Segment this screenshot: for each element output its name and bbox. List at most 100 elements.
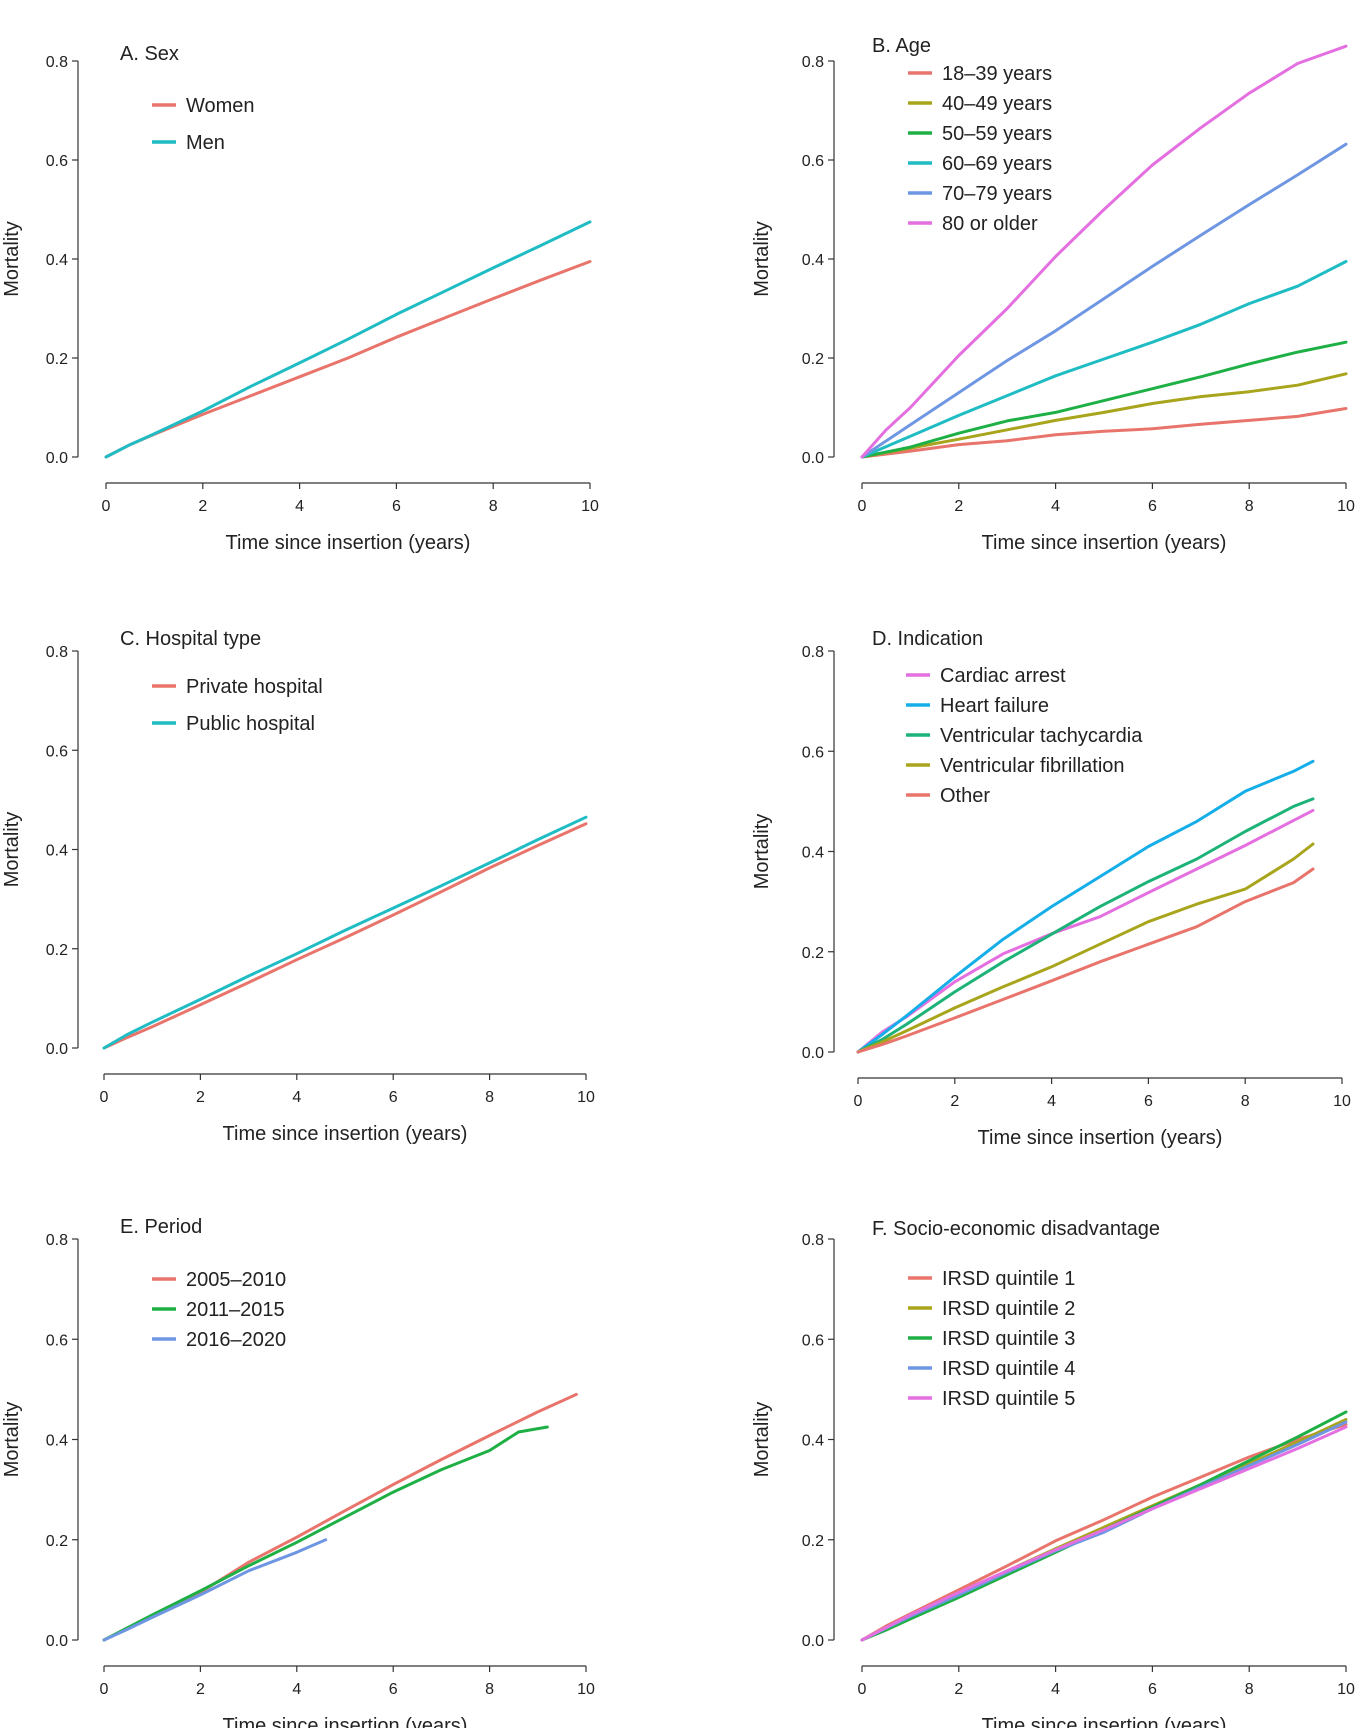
x-tick-label: 6 (1148, 1681, 1157, 1698)
panel-f-legend: IRSD quintile 1 IRSD quintile 2 IRSD quint… (908, 1268, 1075, 1410)
series-line-50-59-years (860, 340, 1348, 459)
series-line-public-hospital (102, 815, 588, 1050)
panel-e-y-axis-title: Mortality (1, 1402, 23, 1478)
legend-label-public-hospital: Public hospital (186, 713, 315, 735)
x-tick-label: 8 (485, 1089, 494, 1106)
panel-d: D. Indication 0.0 0.2 0.4 0.6 0.8 0 2 4 6 8 10 Time … (751, 628, 1351, 1149)
y-tick-label: 0.6 (802, 153, 824, 170)
legend-label-ventricular-tachycardia: Ventricular tachycardia (940, 725, 1143, 747)
panel-e: E. Period 0.0 0.2 0.4 0.6 0.8 0 2 4 6 8 10 Time sinc… (1, 1216, 595, 1728)
x-tick-label: 0 (102, 498, 111, 515)
legend-label-60-69-years: 60–69 years (942, 153, 1052, 175)
series-line-80-or-older (860, 44, 1348, 459)
panel-b-x-axis-title: Time since insertion (years) (982, 532, 1227, 554)
x-tick-label: 2 (954, 498, 963, 515)
series-line-women (104, 260, 592, 459)
x-tick-label: 4 (295, 498, 304, 515)
panel-c-x-axis-title: Time since insertion (years) (223, 1123, 468, 1145)
y-tick-label: 0.8 (802, 644, 824, 661)
legend-label-other: Other (940, 785, 990, 807)
x-tick-label: 0 (854, 1093, 863, 1110)
series-line-60-69-years (860, 260, 1348, 459)
legend-label-50-59-years: 50–59 years (942, 123, 1052, 145)
y-tick-label: 0.8 (46, 1232, 68, 1249)
x-tick-label: 0 (100, 1681, 109, 1698)
x-tick-label: 4 (292, 1681, 301, 1698)
panel-b-y-axis-title: Mortality (751, 221, 773, 297)
panel-f-y-axis-title: Mortality (751, 1402, 773, 1478)
y-tick-label: 0.8 (46, 54, 68, 71)
series-line-40-49-years (860, 372, 1348, 459)
series-line-men (104, 220, 592, 459)
x-tick-label: 8 (485, 1681, 494, 1698)
y-tick-label: 0.0 (46, 450, 68, 467)
x-tick-label: 10 (1337, 1681, 1355, 1698)
series-line-cardiac-arrest (856, 808, 1315, 1054)
legend-label-2016-2020: 2016–2020 (186, 1329, 286, 1351)
panel-a-x-axis-title: Time since insertion (years) (226, 532, 471, 554)
x-tick-label: 8 (1245, 498, 1254, 515)
legend-label-cardiac-arrest: Cardiac arrest (940, 665, 1066, 687)
x-tick-label: 4 (1051, 1681, 1060, 1698)
panel-d-legend: Cardiac arrest Heart failure Ventricular t… (906, 665, 1143, 807)
x-tick-label: 2 (196, 1089, 205, 1106)
y-tick-label: 0.2 (46, 351, 68, 368)
panel-d-x-axis-title: Time since insertion (years) (978, 1127, 1223, 1149)
x-tick-label: 2 (196, 1681, 205, 1698)
x-tick-label: 4 (1047, 1093, 1056, 1110)
y-tick-label: 0.6 (802, 744, 824, 761)
y-tick-label: 0.6 (46, 743, 68, 760)
x-tick-label: 6 (389, 1089, 398, 1106)
panel-a: A. Sex 0.0 0.2 0.4 0.6 0.8 0 2 4 6 8 10 Time since i… (1, 43, 599, 554)
x-tick-label: 2 (198, 498, 207, 515)
y-tick-label: 0.4 (802, 1433, 824, 1450)
x-tick-label: 6 (392, 498, 401, 515)
panel-f: F. Socio-economic disadvantage 0.0 0.2 0.4 0… (751, 1218, 1355, 1728)
legend-label-private-hospital: Private hospital (186, 676, 323, 698)
x-tick-label: 8 (489, 498, 498, 515)
legend-label-18-39-years: 18–39 years (942, 63, 1052, 85)
panel-c-title: C. Hospital type (120, 628, 261, 650)
series-line-ventricular-fibrillation (856, 842, 1315, 1054)
x-tick-label: 0 (858, 1681, 867, 1698)
y-tick-label: 0.6 (46, 1332, 68, 1349)
panel-e-title: E. Period (120, 1216, 202, 1238)
y-tick-label: 0.0 (46, 1041, 68, 1058)
x-tick-label: 4 (1051, 498, 1060, 515)
legend-label-40-49-years: 40–49 years (942, 93, 1052, 115)
x-tick-label: 6 (389, 1681, 398, 1698)
series-line-other (856, 867, 1315, 1054)
legend-label-70-79-years: 70–79 years (942, 183, 1052, 205)
y-tick-label: 0.0 (46, 1633, 68, 1650)
x-tick-label: 0 (100, 1089, 109, 1106)
legend-label-2011-2015: 2011–2015 (186, 1299, 285, 1321)
y-tick-label: 0.2 (46, 942, 68, 959)
series-line-2011-2015 (102, 1425, 549, 1642)
panel-b-title: B. Age (872, 35, 931, 57)
panel-b-legend: 18–39 years 40–49 years 50–59 years 60–69 y… (908, 63, 1052, 235)
panel-d-y-axis-title: Mortality (751, 814, 773, 890)
x-tick-label: 6 (1144, 1093, 1153, 1110)
x-tick-label: 0 (858, 498, 867, 515)
x-tick-label: 4 (292, 1089, 301, 1106)
legend-label-men: Men (186, 132, 225, 154)
y-tick-label: 0.4 (802, 252, 824, 269)
legend-label-heart-failure: Heart failure (940, 695, 1049, 717)
y-tick-label: 0.6 (46, 153, 68, 170)
y-tick-label: 0.6 (802, 1332, 824, 1349)
legend-label-2005-2010: 2005–2010 (186, 1269, 286, 1291)
legend-label-irsd-quintile-3: IRSD quintile 3 (942, 1328, 1075, 1350)
panel-b: B. Age 0.0 0.2 0.4 0.6 0.8 0 2 4 6 8 10 Time since i… (751, 35, 1355, 554)
x-tick-label: 10 (1337, 498, 1355, 515)
x-tick-label: 10 (577, 1089, 595, 1106)
legend-label-80-or-older: 80 or older (942, 213, 1038, 235)
y-tick-label: 0.4 (46, 1433, 68, 1450)
legend-label-women: Women (186, 95, 255, 117)
legend-label-irsd-quintile-4: IRSD quintile 4 (942, 1358, 1075, 1380)
legend-label-irsd-quintile-1: IRSD quintile 1 (942, 1268, 1075, 1290)
panel-f-x-axis-title: Time since insertion (years) (982, 1715, 1227, 1728)
series-line-ventricular-tachycardia (856, 797, 1315, 1054)
x-tick-label: 6 (1148, 498, 1157, 515)
y-tick-label: 0.8 (802, 1232, 824, 1249)
